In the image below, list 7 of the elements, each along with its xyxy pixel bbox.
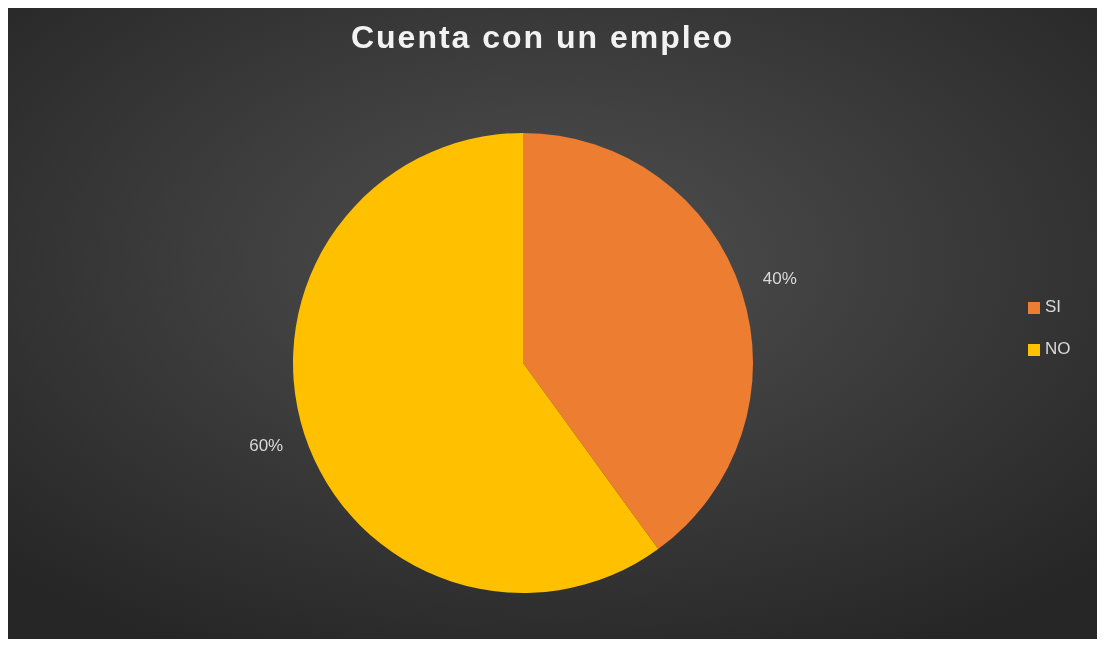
pie-slice	[523, 133, 753, 550]
legend-label: SI	[1045, 297, 1062, 317]
legend-label: NO	[1045, 339, 1071, 359]
chart-title: Cuenta con un empleo	[350, 19, 735, 55]
data-label: 60%	[249, 435, 284, 455]
pie-slice	[293, 133, 659, 593]
data-label: 40%	[762, 269, 797, 289]
